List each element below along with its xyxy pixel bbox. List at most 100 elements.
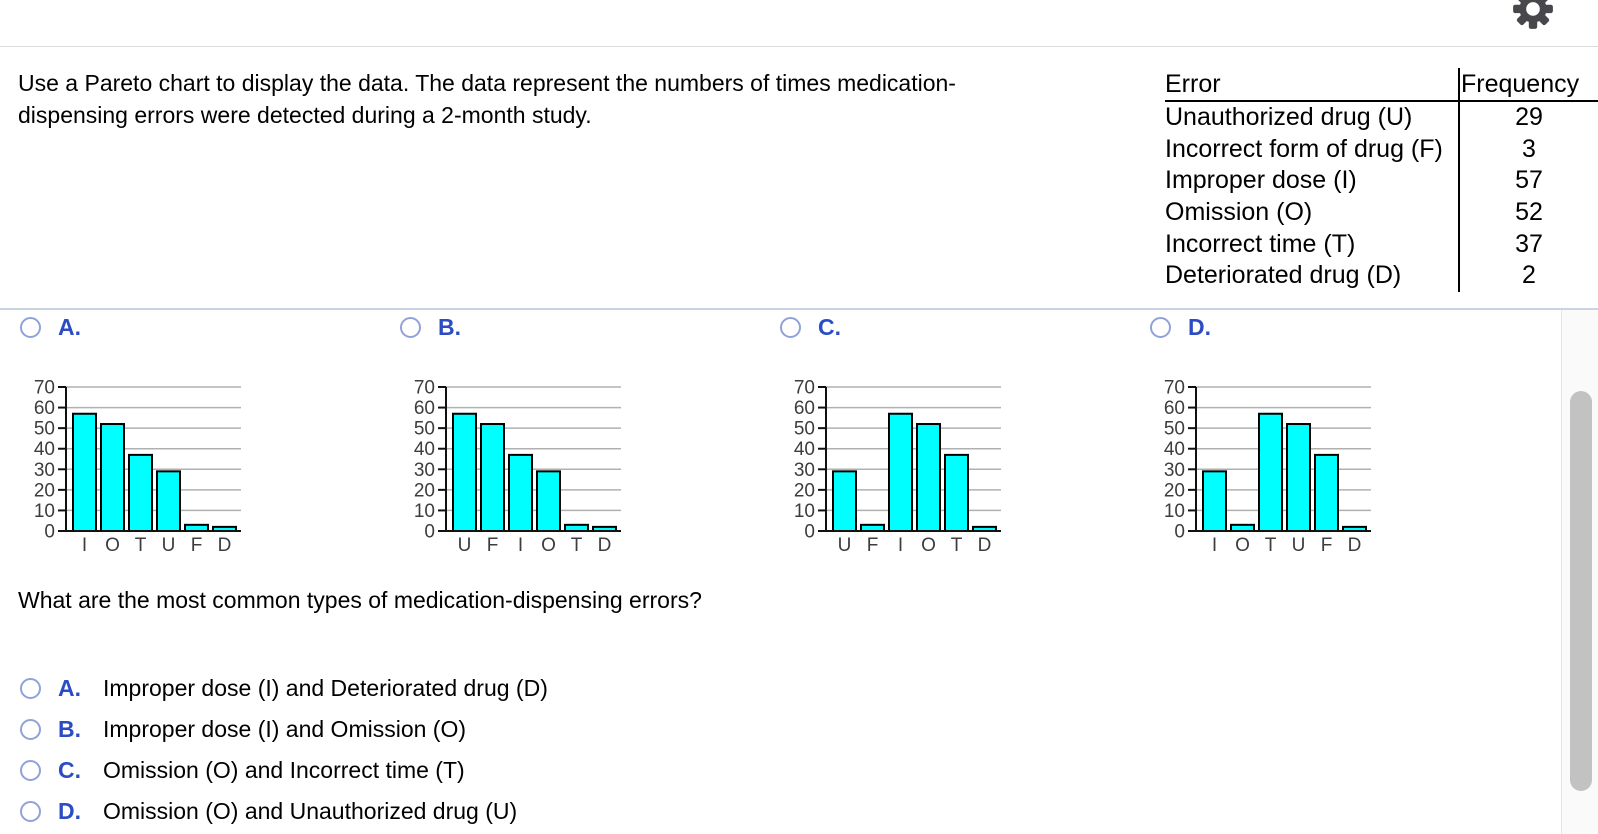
svg-text:10: 10 — [414, 501, 435, 522]
text-option-b[interactable]: B. Improper dose (I) and Omission (O) — [20, 715, 466, 743]
chart-option-a[interactable]: A. — [20, 314, 88, 340]
table-row-value: 37 — [1515, 229, 1543, 258]
svg-text:U: U — [162, 535, 176, 555]
svg-text:70: 70 — [34, 378, 55, 399]
svg-text:D: D — [218, 535, 232, 555]
svg-text:30: 30 — [1164, 460, 1185, 481]
svg-text:O: O — [921, 535, 936, 555]
text-option-a[interactable]: A. Improper dose (I) and Deteriorated dr… — [20, 674, 548, 702]
svg-text:20: 20 — [794, 480, 815, 501]
option-letter: C. — [818, 314, 841, 340]
chart-option-c[interactable]: C. — [780, 314, 848, 340]
radio-text-option-a[interactable] — [20, 677, 41, 699]
svg-text:I: I — [1212, 535, 1217, 555]
svg-text:50: 50 — [1164, 419, 1185, 440]
option-letter: A. — [58, 674, 81, 701]
svg-text:F: F — [867, 535, 879, 555]
svg-text:20: 20 — [34, 480, 55, 501]
svg-text:O: O — [1235, 535, 1250, 555]
text-option-d[interactable]: D. Omission (O) and Unauthorized drug (U… — [20, 797, 517, 825]
option-letter: B. — [438, 314, 461, 340]
chart-option-d[interactable]: D. — [1150, 314, 1218, 340]
table-row-label: Omission (O) — [1165, 198, 1313, 227]
svg-text:60: 60 — [1164, 398, 1185, 419]
svg-text:D: D — [598, 535, 612, 555]
text-option-c[interactable]: C. Omission (O) and Incorrect time (T) — [20, 756, 465, 784]
svg-text:30: 30 — [34, 460, 55, 481]
svg-text:70: 70 — [794, 378, 815, 399]
option-text: Omission (O) and Incorrect time (T) — [103, 756, 465, 783]
option-letter: D. — [58, 797, 81, 824]
svg-text:U: U — [838, 535, 852, 555]
svg-text:40: 40 — [794, 439, 815, 460]
svg-text:10: 10 — [34, 501, 55, 522]
radio-text-option-b[interactable] — [20, 718, 41, 740]
svg-text:60: 60 — [794, 398, 815, 419]
svg-text:F: F — [487, 535, 499, 555]
svg-text:U: U — [458, 535, 472, 555]
table-row-label: Unauthorized drug (U) — [1165, 103, 1413, 131]
svg-text:0: 0 — [424, 522, 435, 543]
svg-text:T: T — [1265, 535, 1277, 555]
svg-text:30: 30 — [794, 460, 815, 481]
svg-text:70: 70 — [414, 378, 435, 399]
svg-text:I: I — [518, 535, 523, 555]
table-row-label: Incorrect time (T) — [1165, 229, 1356, 258]
svg-text:20: 20 — [414, 480, 435, 501]
option-letter: B. — [58, 715, 81, 742]
pareto-chart-option-b: 0 10 20 30 40 50 60 70 U F I O T D — [408, 377, 623, 556]
svg-text:50: 50 — [34, 419, 55, 440]
question-text: Use a Pareto chart to display the data. … — [18, 70, 956, 128]
svg-text:40: 40 — [1164, 439, 1185, 460]
gear-icon[interactable] — [1512, 0, 1554, 37]
radio-chart-option-d[interactable] — [1150, 317, 1171, 338]
svg-text:D: D — [1348, 535, 1362, 555]
svg-text:30: 30 — [414, 460, 435, 481]
table-row-value: 52 — [1515, 198, 1543, 227]
svg-text:10: 10 — [794, 501, 815, 522]
option-letter: D. — [1188, 314, 1211, 340]
frequency-table: Error Unauthorized drug (U) Incorrect fo… — [1165, 68, 1598, 293]
svg-text:0: 0 — [44, 522, 55, 543]
svg-text:10: 10 — [1164, 501, 1185, 522]
scrollbar-track[interactable] — [1561, 310, 1598, 834]
radio-text-option-d[interactable] — [20, 800, 41, 822]
svg-text:20: 20 — [1164, 480, 1185, 501]
radio-text-option-c[interactable] — [20, 759, 41, 781]
table-header-error: Error — [1165, 68, 1458, 102]
svg-text:O: O — [105, 535, 120, 555]
option-letter: C. — [58, 756, 81, 783]
svg-text:50: 50 — [414, 419, 435, 440]
table-row-label: Incorrect form of drug (F) — [1165, 134, 1443, 163]
pareto-chart-option-d: 0 10 20 30 40 50 60 70 I O T U F D — [1158, 377, 1373, 556]
section-divider — [0, 308, 1598, 310]
table-header-frequency: Frequency — [1460, 68, 1598, 102]
svg-text:50: 50 — [794, 419, 815, 440]
table-row-value: 2 — [1522, 261, 1536, 290]
chart-option-b[interactable]: B. — [400, 314, 468, 340]
option-text: Improper dose (I) and Deteriorated drug … — [103, 674, 548, 701]
option-letter: A. — [58, 314, 81, 340]
svg-text:60: 60 — [34, 398, 55, 419]
table-row-value: 29 — [1515, 103, 1543, 131]
table-row-label: Deteriorated drug (D) — [1165, 261, 1402, 290]
svg-text:F: F — [191, 535, 203, 555]
table-row-value: 57 — [1515, 166, 1543, 195]
scrollbar-thumb[interactable] — [1570, 391, 1592, 791]
svg-text:T: T — [951, 535, 963, 555]
svg-text:0: 0 — [804, 522, 815, 543]
svg-text:0: 0 — [1174, 522, 1185, 543]
radio-chart-option-c[interactable] — [780, 317, 801, 338]
svg-text:T: T — [571, 535, 583, 555]
radio-chart-option-a[interactable] — [20, 317, 41, 338]
svg-text:T: T — [135, 535, 147, 555]
svg-text:D: D — [978, 535, 992, 555]
svg-text:U: U — [1292, 535, 1306, 555]
sub-question-text: What are the most common types of medica… — [18, 587, 702, 613]
option-text: Omission (O) and Unauthorized drug (U) — [103, 797, 518, 824]
svg-text:O: O — [541, 535, 556, 555]
radio-chart-option-b[interactable] — [400, 317, 421, 338]
option-text: Improper dose (I) and Omission (O) — [103, 715, 467, 742]
pareto-chart-option-c: 0 10 20 30 40 50 60 70 U F I O T D — [788, 377, 1003, 556]
